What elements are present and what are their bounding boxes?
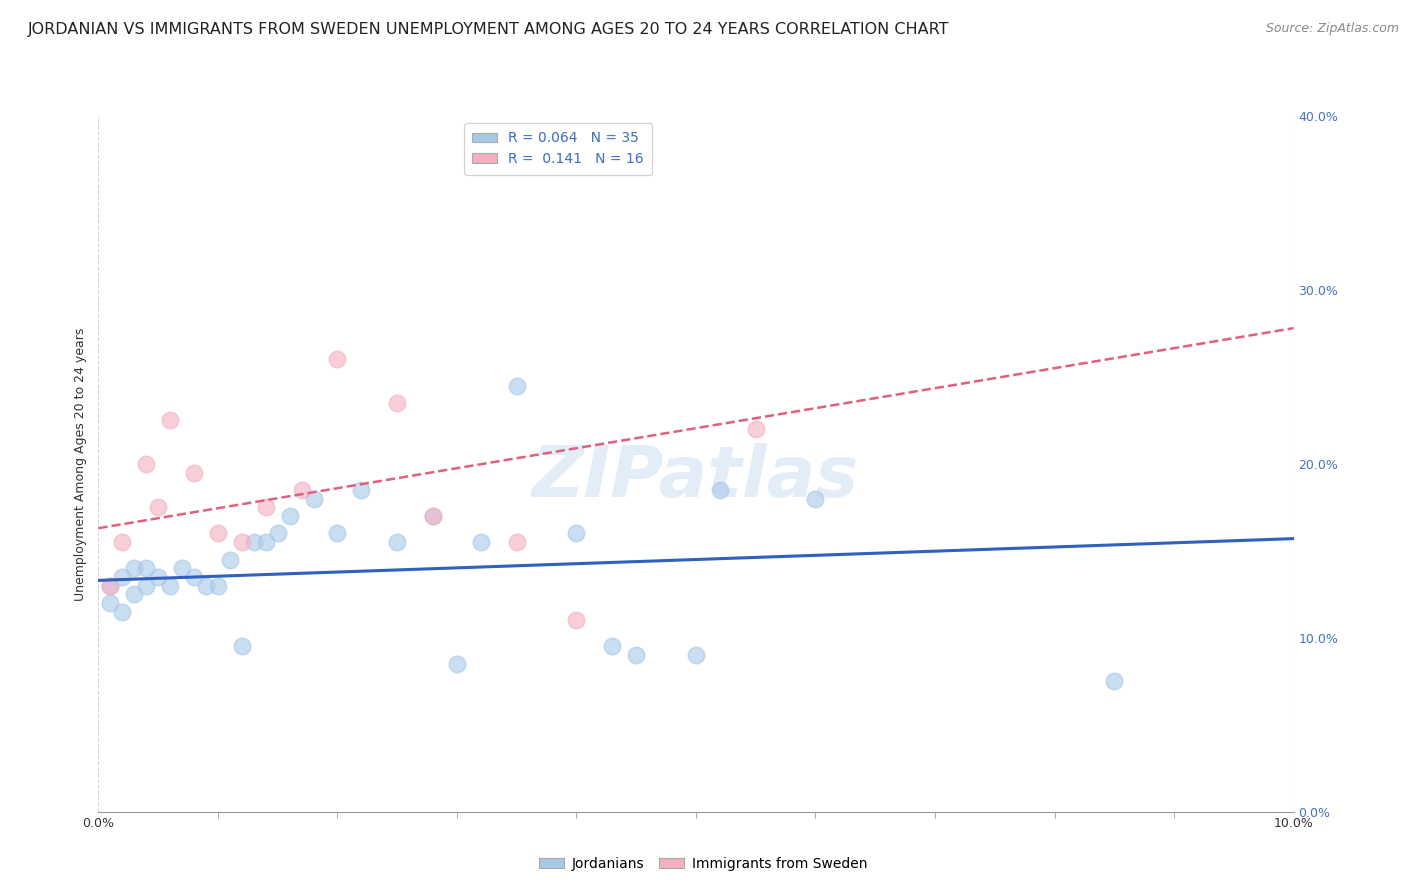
Point xyxy=(422,508,444,523)
Point xyxy=(135,578,157,592)
Point xyxy=(385,396,409,410)
Point xyxy=(195,578,218,592)
Legend: Jordanians, Immigrants from Sweden: Jordanians, Immigrants from Sweden xyxy=(533,851,873,876)
Point xyxy=(302,491,325,506)
Point xyxy=(506,535,529,549)
Point xyxy=(506,378,529,392)
Point xyxy=(159,413,181,427)
Point xyxy=(111,605,134,619)
Point xyxy=(422,508,444,523)
Point xyxy=(148,500,170,515)
Point xyxy=(135,561,157,575)
Point xyxy=(326,352,349,367)
Point xyxy=(626,648,648,662)
Point xyxy=(183,466,205,480)
Point xyxy=(254,535,277,549)
Point xyxy=(267,526,290,541)
Point xyxy=(148,570,170,584)
Y-axis label: Unemployment Among Ages 20 to 24 years: Unemployment Among Ages 20 to 24 years xyxy=(75,327,87,600)
Point xyxy=(291,483,314,497)
Point xyxy=(470,535,492,549)
Point xyxy=(124,587,146,601)
Point xyxy=(183,570,205,584)
Point xyxy=(111,570,134,584)
Point xyxy=(207,578,229,592)
Point xyxy=(685,648,707,662)
Point xyxy=(100,578,122,592)
Point xyxy=(172,561,194,575)
Point xyxy=(804,491,827,506)
Point xyxy=(100,596,122,610)
Point xyxy=(219,552,242,566)
Point xyxy=(565,614,588,628)
Point xyxy=(100,578,122,592)
Text: Source: ZipAtlas.com: Source: ZipAtlas.com xyxy=(1265,22,1399,36)
Point xyxy=(254,500,277,515)
Point xyxy=(111,535,134,549)
Legend: R = 0.064   N = 35, R =  0.141   N = 16: R = 0.064 N = 35, R = 0.141 N = 16 xyxy=(464,123,652,175)
Point xyxy=(207,526,229,541)
Point xyxy=(350,483,373,497)
Point xyxy=(135,457,157,471)
Point xyxy=(159,578,181,592)
Point xyxy=(385,535,409,549)
Point xyxy=(124,561,146,575)
Point xyxy=(231,535,253,549)
Point xyxy=(243,535,266,549)
Point xyxy=(565,526,588,541)
Point xyxy=(709,483,731,497)
Point xyxy=(446,657,468,671)
Point xyxy=(326,526,349,541)
Text: JORDANIAN VS IMMIGRANTS FROM SWEDEN UNEMPLOYMENT AMONG AGES 20 TO 24 YEARS CORRE: JORDANIAN VS IMMIGRANTS FROM SWEDEN UNEM… xyxy=(28,22,949,37)
Point xyxy=(278,508,301,523)
Text: ZIPatlas: ZIPatlas xyxy=(533,443,859,512)
Point xyxy=(231,640,253,654)
Point xyxy=(602,640,624,654)
Point xyxy=(1104,674,1126,689)
Point xyxy=(745,422,768,436)
